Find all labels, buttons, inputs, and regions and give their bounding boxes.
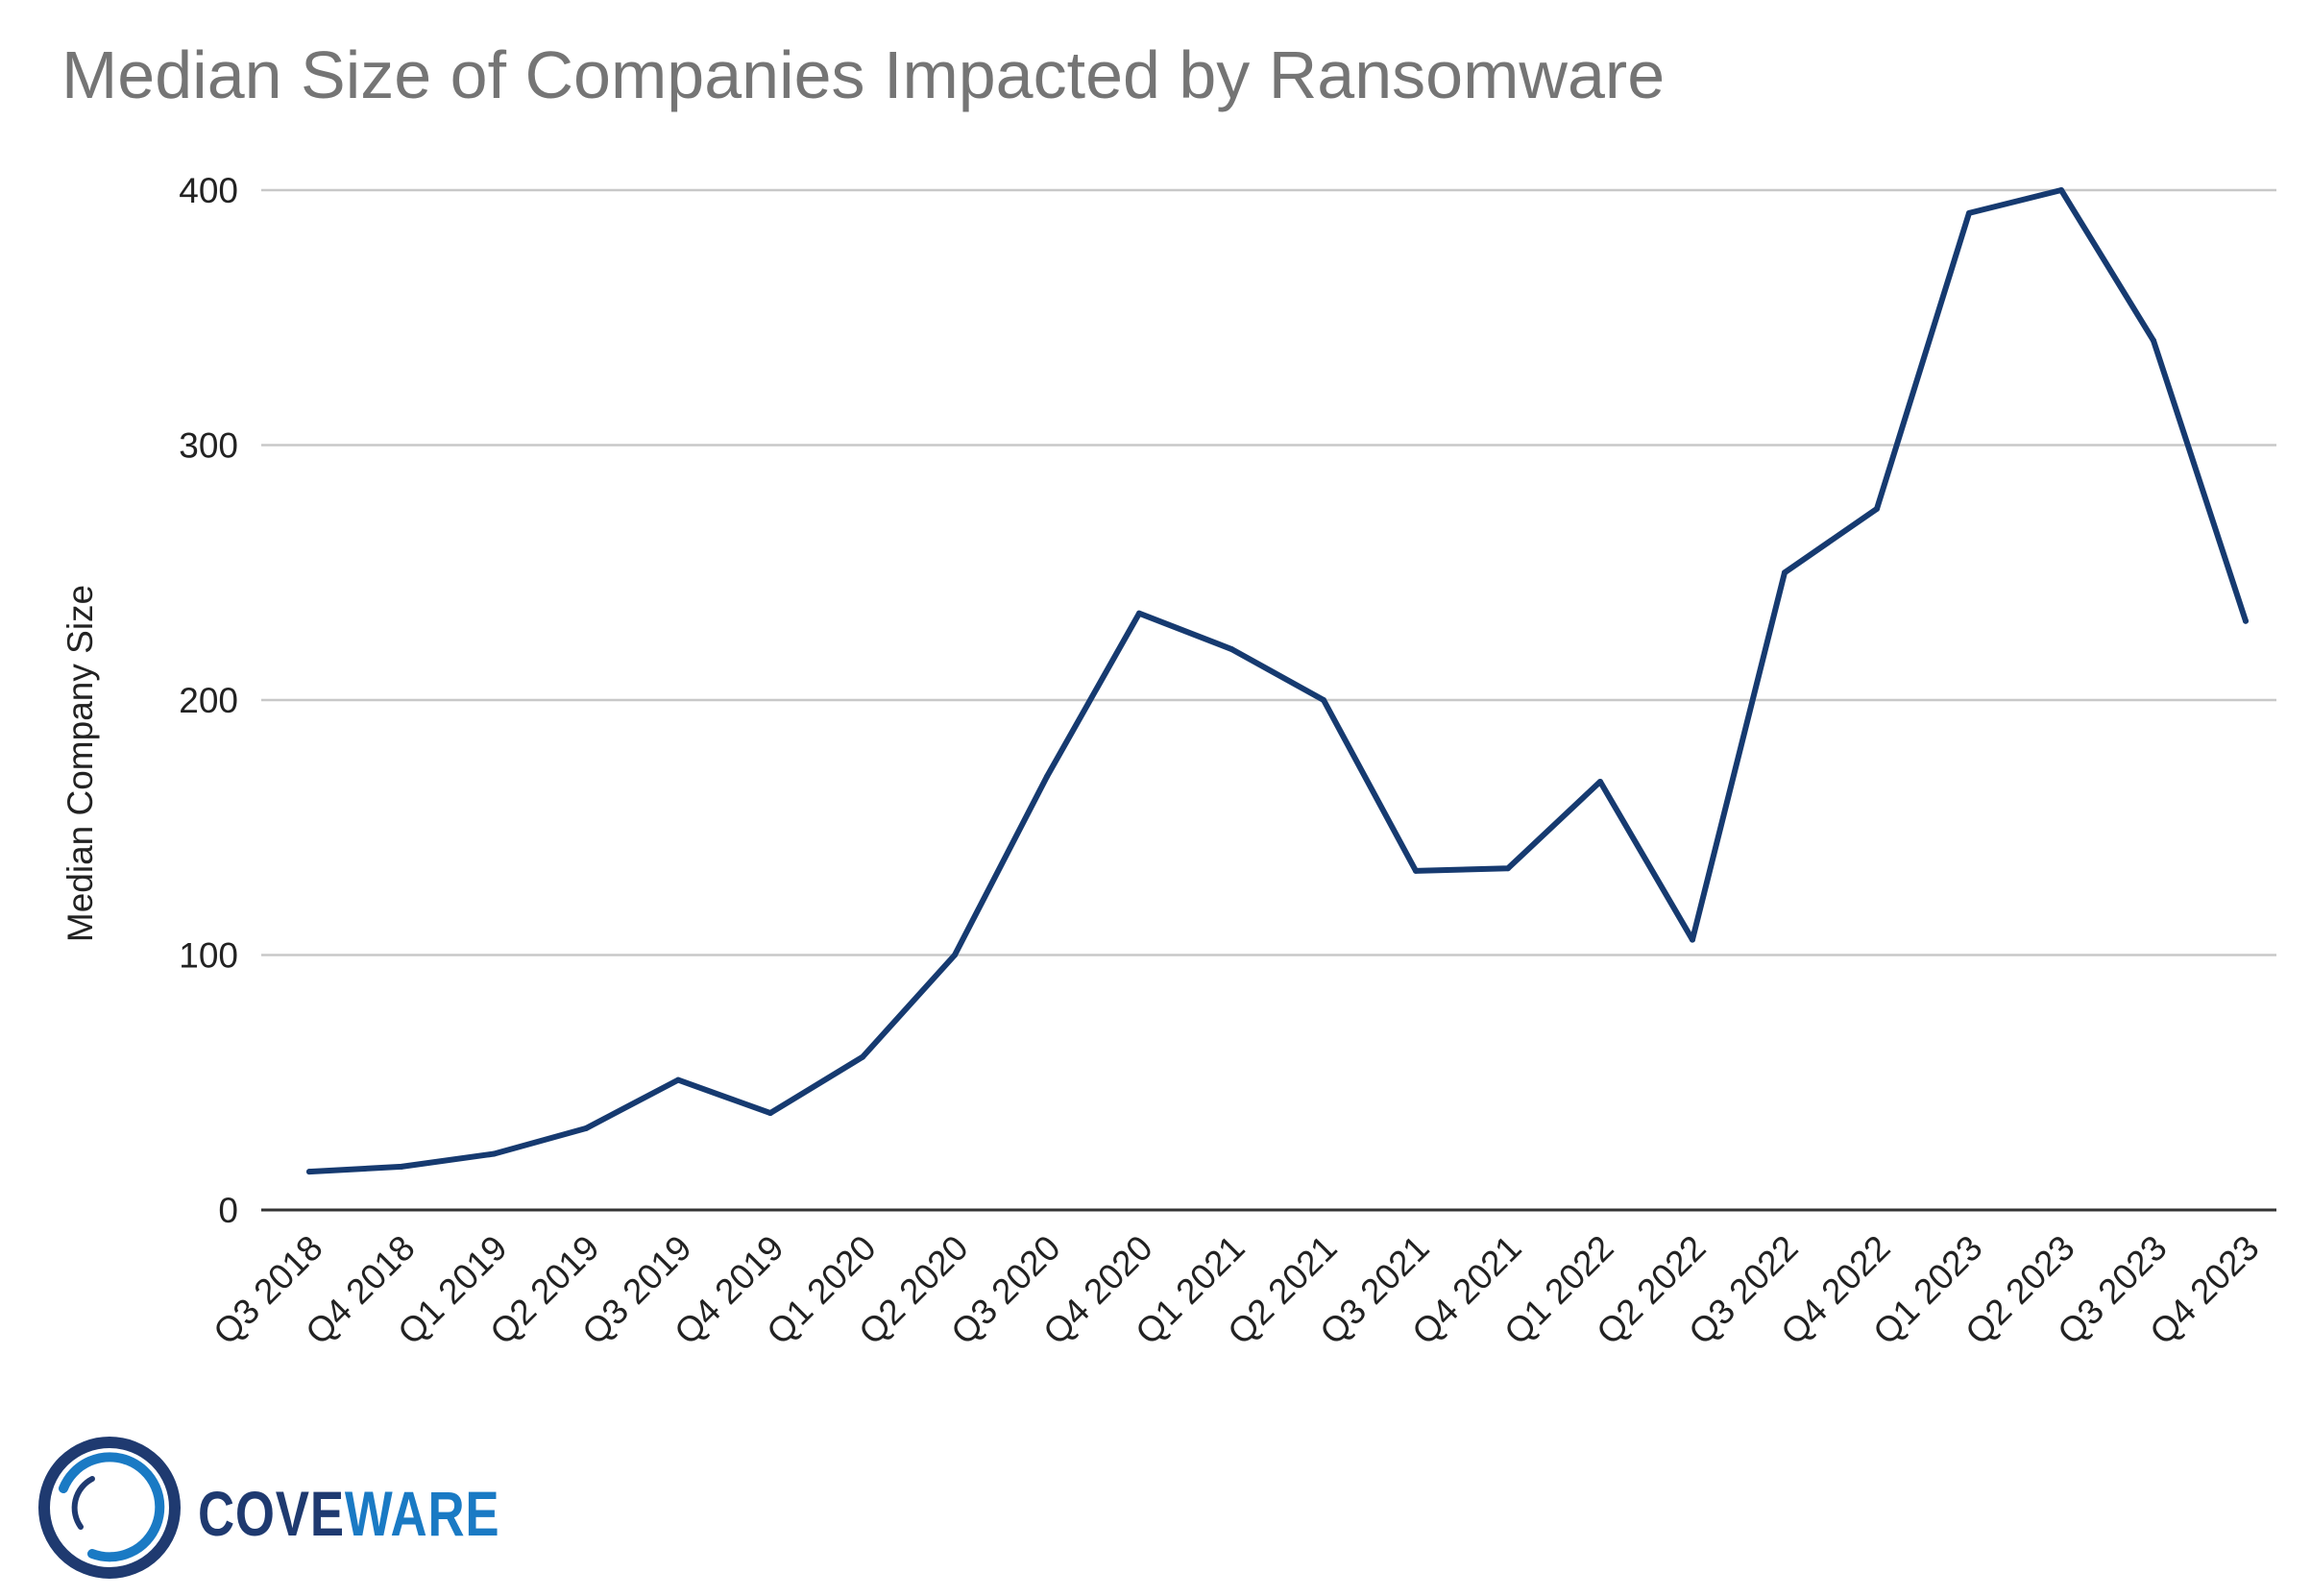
y-axis-label: Median Company Size [61, 585, 100, 942]
y-tick-labels: 0 100 200 300 400 [179, 171, 238, 1230]
data-point [1413, 867, 1419, 874]
data-point [399, 1163, 404, 1170]
data-point [1782, 569, 1788, 576]
y-tick-label: 300 [179, 426, 238, 466]
logo-text-ware: WARE [344, 1478, 500, 1549]
gridlines [261, 188, 2276, 956]
data-point [1044, 773, 1050, 780]
data-point [860, 1053, 865, 1060]
data-point [306, 1169, 312, 1175]
data-point [767, 1110, 773, 1117]
data-point [1321, 697, 1326, 703]
chart-title: Median Size of Companies Impacted by Ran… [61, 37, 1666, 112]
data-point [1597, 778, 1603, 785]
data-point [2151, 337, 2156, 344]
data-point [952, 952, 958, 958]
data-point [2243, 617, 2249, 624]
coveware-logo-icon [38, 1437, 181, 1579]
coveware-logo-text: COVEWARE [198, 1477, 499, 1550]
data-point [491, 1150, 497, 1157]
data-point [1966, 209, 1972, 216]
data-point [583, 1125, 589, 1132]
y-tick-label: 200 [179, 681, 238, 720]
series-layer [306, 187, 2249, 1175]
data-point [1690, 936, 1695, 943]
y-tick-label: 0 [218, 1191, 238, 1230]
data-point [1136, 610, 1142, 617]
data-point [1228, 645, 1234, 652]
data-point [675, 1076, 681, 1083]
data-point [2058, 187, 2064, 193]
logo-text-cove: COVE [198, 1478, 345, 1549]
data-point [1874, 505, 1880, 512]
y-tick-label: 100 [179, 936, 238, 976]
series-line [306, 187, 2249, 1175]
y-tick-label: 400 [179, 171, 238, 210]
data-point [1505, 865, 1511, 872]
